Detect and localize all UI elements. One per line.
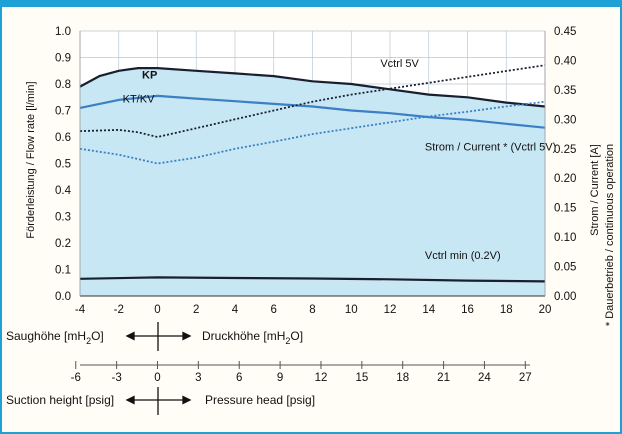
- flow-area-fill: [80, 68, 545, 296]
- psig-tick-label: 24: [478, 372, 491, 384]
- axes: -4 -2 0 2 4 6 8 10 12 14 16 18 20 0.0 0.1 0.2 0.3 0.4 0.5 0…: [55, 26, 576, 316]
- y-left-tick-label: 0.3: [55, 212, 71, 224]
- y-right-tick-label: 0.00: [554, 291, 576, 303]
- y-right-tick-label: 0.15: [554, 203, 576, 215]
- x-tick-label: 16: [461, 304, 474, 316]
- y-left-tick-label: 0.0: [55, 291, 71, 303]
- y-left-tick-label: 0.4: [55, 185, 72, 197]
- series-line-4: [79, 100, 546, 165]
- y-axis-left-title: Förderleistung / Flow rate [l/min]: [25, 81, 37, 238]
- y-right-tick-label: 0.05: [554, 262, 576, 274]
- y-left-tick-label: 0.8: [55, 79, 71, 91]
- y-axis-right-title: Strom / Current [A]: [589, 144, 601, 236]
- series-line-2: [79, 276, 546, 283]
- psig-tick-label: 9: [277, 372, 283, 384]
- y-right-tick-label: 0.40: [554, 55, 576, 67]
- x-tick-label: 14: [422, 304, 435, 316]
- psig-tick-label: -6: [71, 372, 81, 384]
- x-tick-label: 6: [271, 304, 277, 316]
- x-tick-label: -2: [114, 304, 124, 316]
- psig-tick-label: 15: [355, 372, 368, 384]
- y-right-tick-label: 0.35: [554, 85, 576, 97]
- annotations: KP KT/KV Vctrl 5V Strom / Current * (Vctrl …: [123, 58, 557, 262]
- series-line-0: [79, 66, 546, 108]
- x-tick-label: 2: [193, 304, 199, 316]
- y-right-tick-label: 0.45: [554, 26, 576, 38]
- suction-height-mh2o-label: Saughöhe [mH2O]: [6, 329, 104, 346]
- pressure-head-psig-label: Pressure head [psig]: [205, 393, 315, 407]
- y-left-tick-label: 1.0: [55, 26, 71, 38]
- x-tick-label: 18: [500, 304, 513, 316]
- annotation-label: KT/KV: [123, 94, 155, 106]
- psig-tick-label: 12: [315, 372, 328, 384]
- x-tick-label: 12: [384, 304, 397, 316]
- series-line-3: [79, 64, 546, 138]
- y-right-tick-label: 0.10: [554, 232, 576, 244]
- y-left-tick-label: 0.2: [55, 238, 71, 250]
- psig-direction-arrows: [125, 387, 192, 415]
- annotation-label: Vctrl 5V: [380, 58, 419, 70]
- annotation-label: KP: [142, 70, 157, 82]
- psig-scale: -6 -3 0 3 6 9 12 15 18 21 24 27: [71, 361, 532, 384]
- flow-area: [80, 68, 545, 296]
- y-left-tick-label: 0.9: [55, 53, 71, 65]
- suction-height-psig-label: Suction height [psig]: [6, 393, 114, 407]
- continuous-operation-note: * Dauerbetrieb / continuous operation: [604, 144, 616, 326]
- y-left-tick-label: 0.7: [55, 106, 71, 118]
- x-tick-label: 20: [539, 304, 552, 316]
- annotation-label: Vctrl min (0.2V): [425, 250, 501, 262]
- psig-tick-label: -3: [112, 372, 122, 384]
- psig-tick-label: 18: [396, 372, 409, 384]
- y-right-tick-label: 0.25: [554, 144, 576, 156]
- psig-tick-label: 27: [519, 372, 532, 384]
- x-tick-label: 0: [154, 304, 160, 316]
- mh2o-direction-arrows: [125, 322, 192, 351]
- x-tick-label: -4: [75, 304, 86, 316]
- x-tick-label: 8: [309, 304, 315, 316]
- psig-tick-label: 0: [154, 372, 160, 384]
- pressure-head-mh2o-label: Druckhöhe [mH2O]: [202, 329, 303, 346]
- y-right-tick-label: 0.30: [554, 114, 576, 126]
- psig-tick-label: 21: [437, 372, 450, 384]
- psig-tick-label: 6: [236, 372, 242, 384]
- y-right-tick-label: 0.20: [554, 173, 576, 185]
- y-left-tick-label: 0.1: [55, 265, 71, 277]
- y-left-tick-label: 0.6: [55, 132, 71, 144]
- series-line-1: [79, 94, 546, 129]
- psig-tick-label: 3: [195, 372, 201, 384]
- annotation-label: Strom / Current * (Vctrl 5V): [425, 141, 556, 153]
- y-left-tick-label: 0.5: [55, 159, 71, 171]
- x-tick-label: 4: [232, 304, 239, 316]
- series-lines: [79, 64, 546, 283]
- x-tick-label: 10: [345, 304, 358, 316]
